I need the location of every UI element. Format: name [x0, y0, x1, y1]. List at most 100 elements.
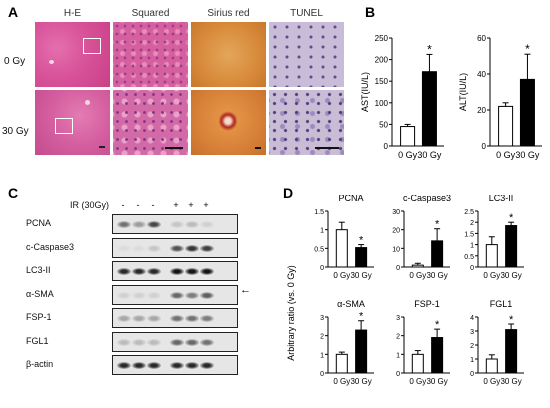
blot-band — [200, 244, 214, 252]
blot-band — [117, 338, 131, 346]
y-tick-label: 0 — [470, 265, 474, 272]
panel-d-letter: D — [283, 185, 294, 201]
blot-label-5: FGL1 — [26, 335, 49, 346]
blot-band — [170, 315, 184, 322]
bar-0gy — [400, 126, 416, 147]
significance-star: * — [359, 235, 364, 247]
y-tick-label: 1.5 — [314, 209, 324, 216]
blot-band — [185, 362, 199, 369]
lc3-arrow-icon: ← — [240, 284, 251, 296]
blot-band — [200, 268, 214, 275]
y-tick-label: 1 — [396, 352, 400, 359]
row-label-0gy: 0 Gy — [4, 56, 26, 67]
y-tick-label: 2 — [320, 334, 324, 341]
y-tick-label: 0 — [320, 265, 324, 272]
blot-band — [132, 362, 146, 369]
he-vessel — [85, 100, 90, 105]
blot-band — [117, 221, 131, 228]
category-label: 0 Gy — [483, 271, 500, 280]
ir-sign-lane-3: - — [151, 200, 155, 210]
blot-strip-3 — [112, 284, 238, 305]
category-label: 30 Gy — [500, 271, 521, 280]
shared-y-axis-label: Arbitrary ratio (vs. 0 Gy) — [286, 265, 296, 361]
y-tick-label: 0 — [396, 265, 400, 272]
y-tick-label: 60 — [477, 34, 486, 43]
blot-band — [132, 221, 146, 228]
blot-band — [185, 338, 199, 346]
category-label: 30 Gy — [350, 271, 371, 280]
blot-band — [117, 291, 131, 299]
bar-0gy — [411, 264, 424, 268]
y-tick-label: 1 — [470, 357, 474, 364]
bar-30gy — [505, 329, 518, 374]
y-tick-label: 2 — [470, 343, 474, 350]
y-tick-label: 1 — [320, 352, 324, 359]
tunel-image-0gy — [269, 22, 344, 87]
blot-label-1: c-Caspase3 — [26, 241, 75, 252]
y-tick-label: 3 — [320, 315, 324, 322]
squared-image-30gy — [113, 90, 188, 155]
blot-band — [132, 338, 146, 346]
category-label: 0 Gy — [409, 377, 426, 386]
blot-band — [185, 244, 199, 252]
panel-a-letter: A — [8, 4, 19, 20]
y-tick-label: 20 — [392, 228, 400, 235]
y-tick-label: 150 — [375, 77, 389, 86]
he-image-30gy — [35, 90, 110, 155]
blot-band — [147, 268, 161, 275]
y-tick-label: 0.5 — [314, 246, 324, 253]
blot-band — [170, 291, 184, 299]
chart-title: FSP-1 — [414, 299, 440, 309]
blot-band — [200, 338, 214, 346]
blot-band — [185, 315, 199, 322]
y-tick-label: 3 — [470, 329, 474, 336]
y-tick-label: 2.5 — [464, 209, 474, 216]
y-tick-label: 1.5 — [464, 231, 474, 238]
scale-bar — [165, 147, 183, 149]
blot-label-3: α-SMA — [26, 288, 54, 299]
blot-band — [185, 268, 199, 275]
category-label: 0 Gy — [483, 377, 500, 386]
he-zoom-box-0gy — [83, 38, 101, 54]
he-vessel — [49, 60, 54, 64]
significance-star: * — [509, 212, 514, 224]
scale-bar — [99, 146, 105, 148]
ir-sign-lane-5: + — [188, 200, 194, 210]
category-label: 30 Gy — [417, 150, 442, 160]
blot-band — [170, 244, 184, 252]
y-tick-label: 0 — [482, 142, 487, 151]
y-tick-label: 200 — [375, 56, 389, 65]
category-label: 30 Gy — [426, 377, 447, 386]
blot-band — [147, 244, 161, 252]
blot-band — [200, 315, 214, 322]
column-label-squared: Squared — [131, 8, 170, 19]
blot-band — [132, 268, 146, 275]
y-tick-label: 2 — [396, 334, 400, 341]
y-tick-label: 250 — [375, 34, 389, 43]
bar-0gy — [498, 105, 514, 147]
blot-band — [147, 362, 161, 369]
blot-band — [117, 315, 131, 322]
bar-30gy — [421, 71, 437, 147]
chart-title: LC3-II — [489, 195, 514, 203]
panel-c-letter: C — [8, 185, 19, 201]
y-tick-label: 4 — [470, 315, 474, 322]
chart-title: FGL1 — [490, 299, 513, 309]
chart-title: c-Caspase3 — [403, 195, 451, 203]
column-label-tunel: TUNEL — [290, 8, 323, 19]
blot-band — [132, 315, 146, 322]
panel-b-charts: 0 50 100 150 200 250 0 Gy * 30 Gy AST(IU/L) 0 20 40 6… — [360, 34, 542, 160]
blot-label-2: LC3-II — [26, 265, 51, 275]
category-label: 30 Gy — [426, 271, 447, 280]
ir-sign-lane-6: + — [203, 200, 209, 210]
bar-0gy — [335, 229, 348, 268]
ir-sign-lane-1: - — [121, 200, 125, 210]
category-label: 30 Gy — [350, 377, 371, 386]
y-tick-label: 3 — [396, 315, 400, 322]
y-tick-label: 30 — [392, 209, 400, 216]
significance-star: * — [435, 219, 440, 231]
scale-bar — [315, 147, 339, 149]
significance-star: * — [509, 314, 514, 326]
y-tick-label: 40 — [477, 70, 486, 79]
